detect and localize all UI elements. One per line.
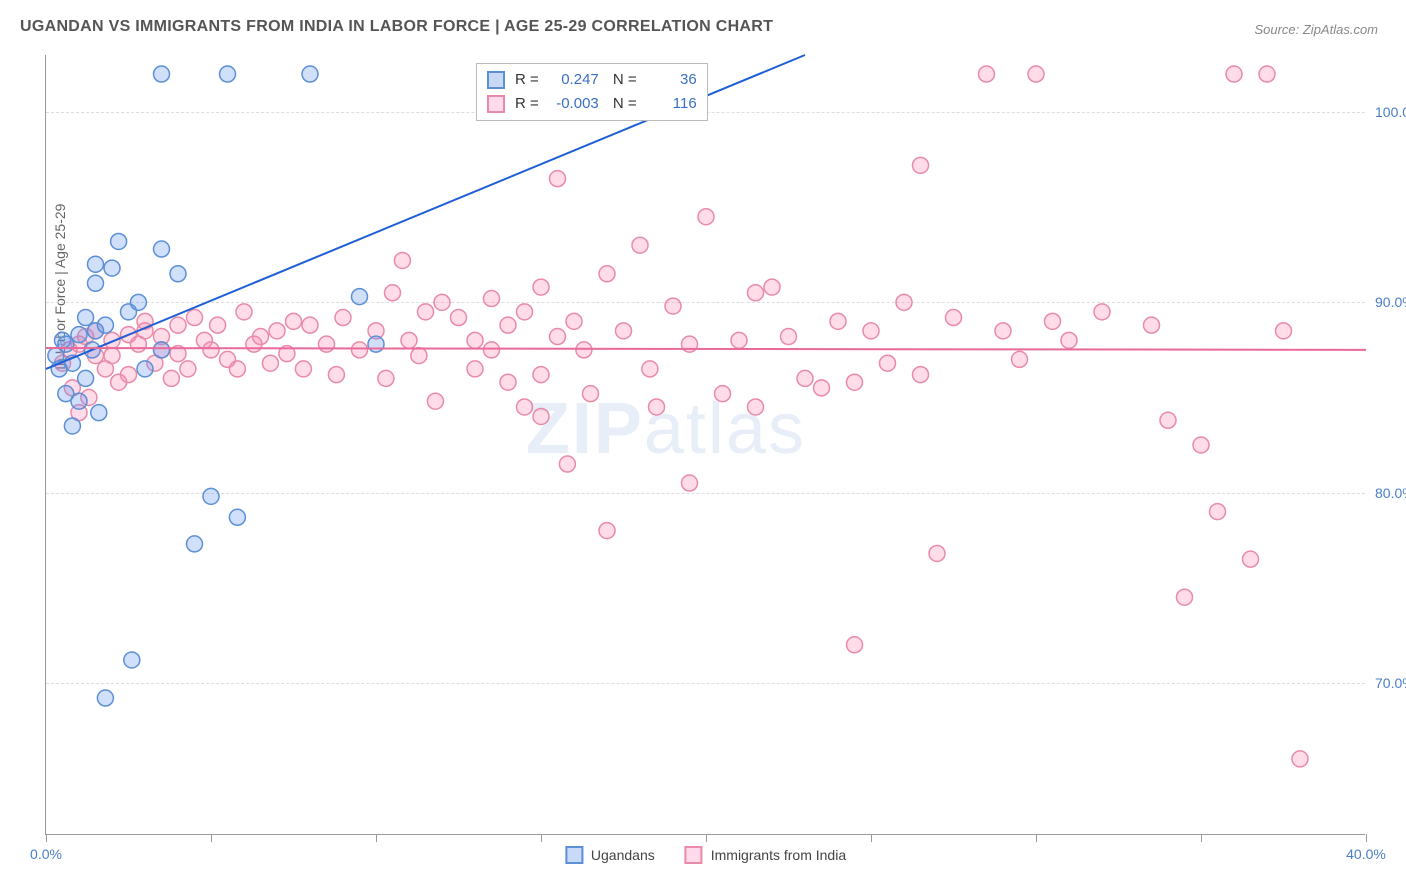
- y-tick-label: 90.0%: [1375, 294, 1406, 310]
- stat-r-india: -0.003: [549, 92, 599, 116]
- stat-r-label: R =: [515, 68, 539, 92]
- stat-r-label: R =: [515, 92, 539, 116]
- chart-title: UGANDAN VS IMMIGRANTS FROM INDIA IN LABO…: [20, 18, 773, 36]
- source-attribution: Source: ZipAtlas.com: [1254, 22, 1378, 37]
- x-tick-label: 40.0%: [1346, 846, 1386, 862]
- y-tick-label: 70.0%: [1375, 675, 1406, 691]
- swatch-blue-icon: [487, 71, 505, 89]
- stat-n-label: N =: [609, 92, 637, 116]
- swatch-pink-icon: [487, 95, 505, 113]
- legend-label-ugandans: Ugandans: [591, 847, 655, 863]
- stat-n-ugandans: 36: [647, 68, 697, 92]
- y-tick-label: 100.0%: [1375, 104, 1406, 120]
- correlation-stat-box: R = 0.247 N = 36 R = -0.003 N = 116: [476, 63, 708, 121]
- stat-n-india: 116: [647, 92, 697, 116]
- legend-item-india: Immigrants from India: [685, 846, 846, 864]
- plot-area: In Labor Force | Age 25-29 70.0%80.0%90.…: [45, 55, 1365, 835]
- stat-r-ugandans: 0.247: [549, 68, 599, 92]
- swatch-blue-icon: [565, 846, 583, 864]
- stat-row-india: R = -0.003 N = 116: [487, 92, 697, 116]
- legend-label-india: Immigrants from India: [711, 847, 846, 863]
- stat-row-ugandans: R = 0.247 N = 36: [487, 68, 697, 92]
- swatch-pink-icon: [685, 846, 703, 864]
- stat-n-label: N =: [609, 68, 637, 92]
- legend: Ugandans Immigrants from India: [565, 846, 846, 864]
- scatter-svg: [46, 55, 1365, 834]
- x-tick-label: 0.0%: [30, 846, 62, 862]
- y-tick-label: 80.0%: [1375, 485, 1406, 501]
- legend-item-ugandans: Ugandans: [565, 846, 655, 864]
